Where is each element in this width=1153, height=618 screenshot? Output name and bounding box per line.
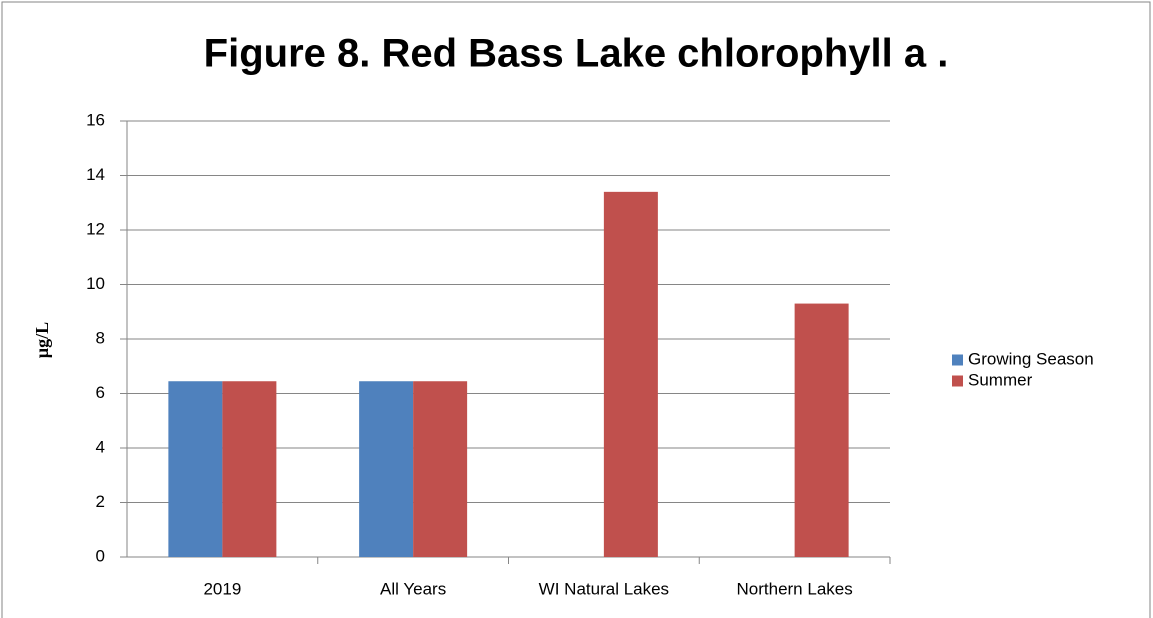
x-tick-label: WI Natural Lakes (539, 579, 669, 598)
x-tick-label: Northern Lakes (737, 579, 853, 598)
legend-swatch (952, 375, 963, 387)
y-tick-label: 16 (86, 110, 105, 129)
x-tick-label: All Years (380, 579, 446, 598)
bar (359, 381, 414, 557)
bar (413, 381, 468, 557)
y-tick-label: 6 (96, 383, 105, 402)
chart-title: Figure 8. Red Bass Lake chlorophyll a . (204, 32, 949, 76)
legend-label: Growing Season (968, 349, 1094, 368)
y-tick-label: 14 (86, 165, 105, 184)
legend-label: Summer (968, 370, 1033, 389)
y-tick-label: 0 (96, 546, 105, 565)
y-tick-label: 10 (86, 274, 105, 293)
y-tick-label: 2 (96, 492, 105, 511)
y-tick-label: 12 (86, 219, 105, 238)
y-tick-label: 8 (96, 328, 105, 347)
bar (603, 191, 658, 557)
bar (794, 303, 849, 557)
legend-swatch (952, 354, 963, 366)
bar (222, 381, 277, 557)
y-tick-label: 4 (96, 437, 105, 456)
y-axis-label: µg/L (32, 322, 52, 358)
x-tick-label: 2019 (203, 579, 241, 598)
bar (168, 381, 223, 557)
